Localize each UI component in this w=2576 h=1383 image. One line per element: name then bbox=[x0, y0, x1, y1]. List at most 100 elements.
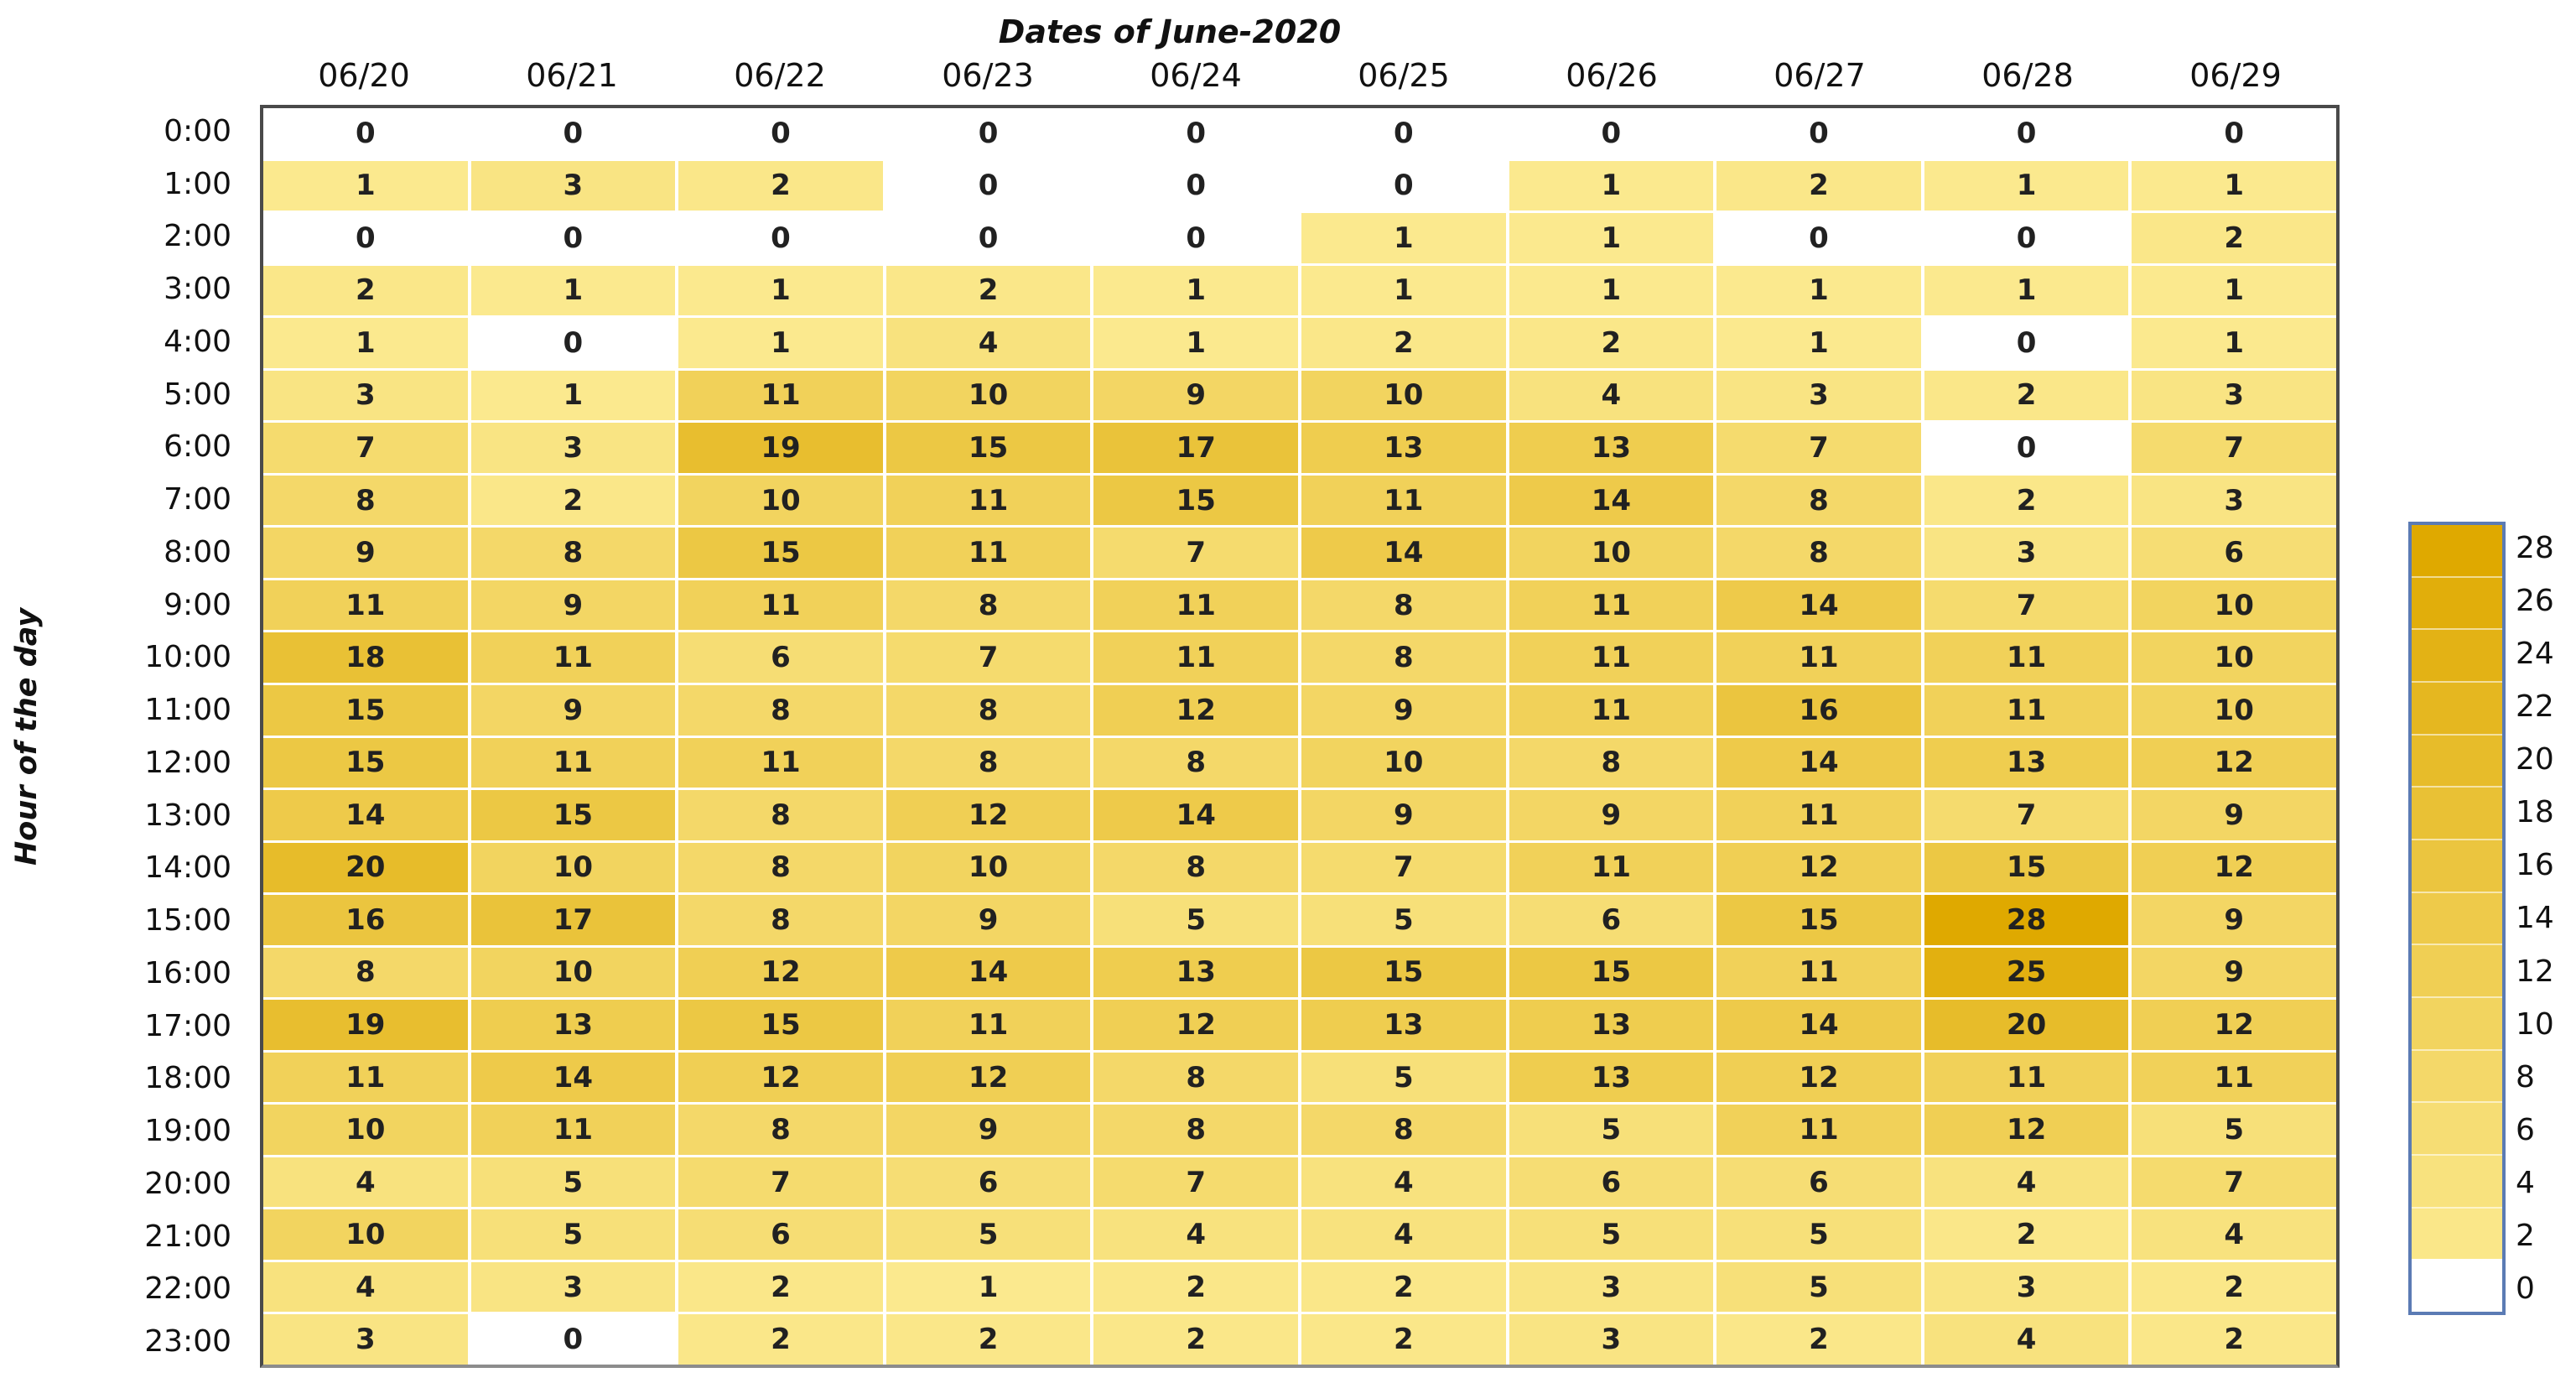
heatmap-cell: 0 bbox=[886, 160, 1091, 211]
heatmap-cell: 3 bbox=[2132, 475, 2336, 526]
date-header-row: 06/20 06/21 06/22 06/23 06/24 06/25 06/26 06/27… bbox=[260, 54, 2340, 97]
heatmap-cell: 8 bbox=[1093, 1052, 1298, 1103]
heatmap-cell: 1 bbox=[1509, 265, 1714, 316]
heatmap-cell: 13 bbox=[1301, 1000, 1506, 1050]
heatmap-cell: 2 bbox=[678, 1314, 883, 1365]
date-header: 06/20 bbox=[318, 57, 410, 94]
hour-label: 2:00 bbox=[164, 219, 231, 254]
date-header: 06/24 bbox=[1150, 57, 1242, 94]
heatmap-cell: 3 bbox=[470, 160, 676, 211]
heatmap-cell: 10 bbox=[886, 842, 1091, 893]
heatmap-cell: 2 bbox=[1093, 1314, 1298, 1365]
hour-label: 9:00 bbox=[164, 587, 231, 622]
legend-band bbox=[2412, 1101, 2502, 1155]
heatmap-cell: 11 bbox=[1509, 580, 1714, 631]
legend-band bbox=[2412, 628, 2502, 682]
heatmap-cell: 1 bbox=[1924, 265, 2129, 316]
hour-label: 3:00 bbox=[164, 272, 231, 307]
heatmap-cell: 11 bbox=[1509, 684, 1714, 736]
heatmap-cell: 8 bbox=[1509, 737, 1714, 788]
heatmap-cell: 2 bbox=[678, 1261, 883, 1313]
hour-label: 7:00 bbox=[164, 482, 231, 517]
legend-band bbox=[2412, 996, 2502, 1049]
heatmap-cell: 2 bbox=[886, 1314, 1091, 1365]
heatmap-cell: 14 bbox=[886, 947, 1091, 998]
hour-label: 4:00 bbox=[164, 324, 231, 359]
heatmap-cell: 12 bbox=[1716, 842, 1921, 893]
heatmap-cell: 5 bbox=[470, 1209, 676, 1260]
heatmap-cell: 13 bbox=[1509, 1052, 1714, 1103]
heatmap-cell: 2 bbox=[1924, 475, 2129, 526]
legend-band bbox=[2412, 839, 2502, 892]
heatmap-cell: 0 bbox=[1924, 108, 2129, 159]
legend-band bbox=[2412, 733, 2502, 787]
heatmap-cell: 9 bbox=[2132, 790, 2336, 840]
legend-band bbox=[2412, 891, 2502, 944]
heatmap-cell: 2 bbox=[1301, 1314, 1506, 1365]
hour-label: 12:00 bbox=[144, 745, 231, 780]
heatmap-cell: 12 bbox=[678, 947, 883, 998]
date-header: 06/23 bbox=[942, 57, 1034, 94]
heatmap-cell: 1 bbox=[1509, 213, 1714, 263]
heatmap-cell: 15 bbox=[678, 528, 883, 578]
heatmap-cell: 11 bbox=[678, 737, 883, 788]
heatmap-cell: 15 bbox=[263, 684, 468, 736]
heatmap-cell: 8 bbox=[1301, 580, 1506, 631]
heatmap-cell: 11 bbox=[1716, 947, 1921, 998]
hour-label: 1:00 bbox=[164, 166, 231, 201]
heatmap-cell: 1 bbox=[1924, 160, 2129, 211]
heatmap-cell: 12 bbox=[678, 1052, 883, 1103]
legend-tick-label: 14 bbox=[2516, 901, 2554, 936]
hour-label: 13:00 bbox=[144, 798, 231, 833]
legend-tick-label: 6 bbox=[2516, 1112, 2535, 1147]
date-header: 06/25 bbox=[1358, 57, 1450, 94]
heatmap-cell: 8 bbox=[678, 684, 883, 736]
heatmap-cell: 5 bbox=[1301, 895, 1506, 945]
heatmap-cell: 0 bbox=[470, 318, 676, 368]
heatmap-cell: 8 bbox=[1301, 1105, 1506, 1155]
heatmap-cell: 1 bbox=[1093, 318, 1298, 368]
heatmap-cell: 0 bbox=[1093, 160, 1298, 211]
legend-tick-label: 24 bbox=[2516, 637, 2554, 672]
heatmap-cell: 0 bbox=[470, 108, 676, 159]
heatmap-cell: 15 bbox=[1716, 895, 1921, 945]
heatmap-cell: 11 bbox=[886, 528, 1091, 578]
heatmap-cell: 2 bbox=[1509, 318, 1714, 368]
heatmap-cell: 12 bbox=[886, 790, 1091, 840]
heatmap-cell: 1 bbox=[2132, 160, 2336, 211]
heatmap-cell: 2 bbox=[886, 265, 1091, 316]
heatmap-cell: 10 bbox=[2132, 580, 2336, 631]
heatmap-cell: 0 bbox=[1924, 318, 2129, 368]
heatmap-cell: 8 bbox=[886, 737, 1091, 788]
hour-label: 21:00 bbox=[144, 1219, 231, 1254]
heatmap-cell: 4 bbox=[263, 1157, 468, 1208]
heatmap-cell: 6 bbox=[678, 632, 883, 683]
hour-label: 5:00 bbox=[164, 377, 231, 412]
hour-label: 10:00 bbox=[144, 640, 231, 675]
heatmap-cell: 14 bbox=[1093, 790, 1298, 840]
heatmap-cell: 9 bbox=[1509, 790, 1714, 840]
heatmap-cell: 3 bbox=[263, 1314, 468, 1365]
heatmap-cell: 15 bbox=[470, 790, 676, 840]
heatmap-cell: 0 bbox=[1301, 160, 1506, 211]
heatmap-cell: 1 bbox=[1716, 265, 1921, 316]
heatmap-cell: 10 bbox=[263, 1209, 468, 1260]
heatmap-cell: 12 bbox=[1716, 1052, 1921, 1103]
heatmap-cell: 15 bbox=[1093, 475, 1298, 526]
heatmap-cell: 11 bbox=[1924, 1052, 2129, 1103]
heatmap-cell: 0 bbox=[678, 213, 883, 263]
hour-label: 19:00 bbox=[144, 1114, 231, 1149]
heatmap-cell: 15 bbox=[1509, 947, 1714, 998]
heatmap-cell: 3 bbox=[2132, 370, 2336, 421]
heatmap-cell: 15 bbox=[1924, 842, 2129, 893]
heatmap-cell: 4 bbox=[263, 1261, 468, 1313]
heatmap-cell: 14 bbox=[470, 1052, 676, 1103]
heatmap-cell: 11 bbox=[1716, 790, 1921, 840]
heatmap-cell: 1 bbox=[678, 318, 883, 368]
heatmap-cell: 6 bbox=[1509, 895, 1714, 945]
heatmap-cell: 9 bbox=[1093, 370, 1298, 421]
heatmap-cell: 0 bbox=[470, 1314, 676, 1365]
heatmap-cell: 0 bbox=[2132, 108, 2336, 159]
heatmap-cell: 8 bbox=[1716, 528, 1921, 578]
